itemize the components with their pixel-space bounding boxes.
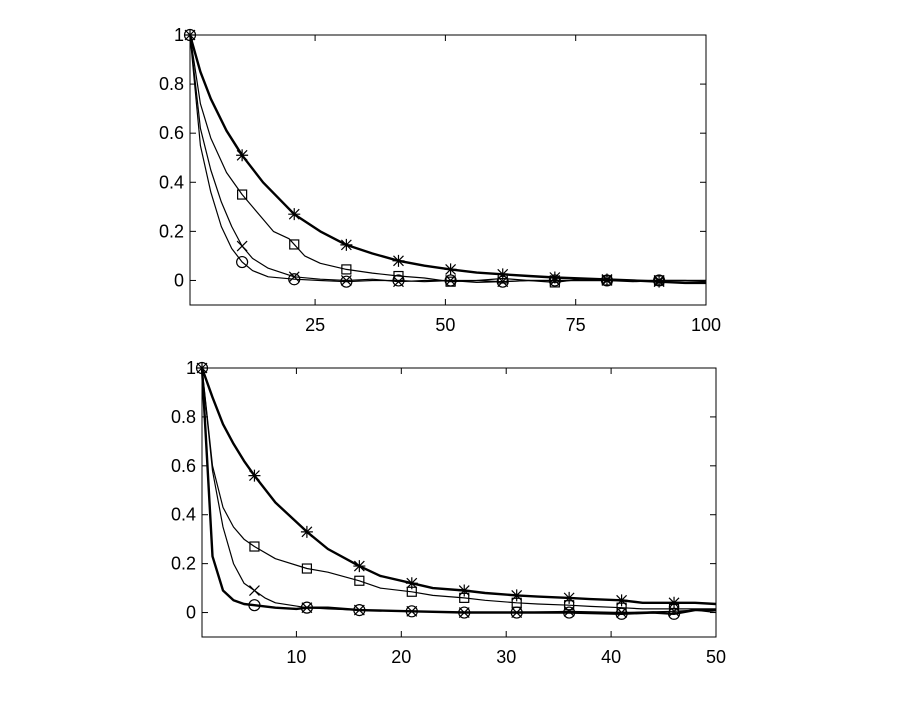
x-tick-label: 25 — [305, 315, 325, 335]
square-marker — [341, 264, 352, 275]
circle-marker — [392, 274, 405, 287]
square-marker — [301, 563, 312, 574]
series-x — [201, 367, 717, 618]
y-tick-label: 0 — [186, 603, 196, 623]
circle-marker — [510, 606, 523, 619]
circle-marker — [405, 605, 418, 618]
x-tick-label: 75 — [566, 315, 586, 335]
series-square — [201, 367, 716, 614]
star-marker — [458, 584, 471, 597]
square-marker — [406, 586, 417, 597]
y-tick-label: 0.6 — [159, 123, 184, 143]
series-line-square — [201, 367, 716, 610]
circle-marker — [496, 275, 509, 288]
series-line-circle — [200, 367, 716, 615]
star-marker — [353, 560, 366, 573]
star-marker — [600, 273, 613, 286]
y-tick-label: 1 — [186, 358, 196, 378]
y-tick-label: 0.8 — [159, 74, 184, 94]
series-x — [189, 34, 706, 288]
star-marker — [300, 525, 313, 538]
square-marker — [237, 189, 248, 200]
star-marker — [288, 208, 301, 221]
circle-marker — [600, 274, 614, 287]
star-marker — [510, 589, 523, 602]
star-marker — [248, 469, 261, 482]
x-marker — [236, 240, 248, 252]
y-tick-label: 0.2 — [159, 221, 184, 241]
x-tick-label: 50 — [435, 315, 455, 335]
circle-marker — [183, 28, 197, 42]
series-circle — [195, 361, 716, 620]
star-marker — [340, 238, 353, 251]
x-tick-label: 20 — [391, 647, 411, 667]
series-square — [189, 34, 707, 288]
circle-marker — [340, 275, 353, 288]
x-marker — [288, 271, 300, 283]
star-marker — [405, 577, 418, 590]
star-marker — [668, 596, 681, 609]
axes-frame — [189, 34, 707, 306]
series-star — [196, 362, 717, 609]
circle-marker — [288, 273, 301, 286]
star-marker — [236, 149, 249, 162]
circle-marker — [300, 601, 313, 614]
x-tick-label: 40 — [601, 647, 621, 667]
circle-marker — [236, 255, 249, 269]
circle-marker — [667, 607, 681, 620]
star-marker — [444, 263, 457, 276]
series-line-circle — [189, 34, 706, 283]
square-marker — [549, 277, 560, 288]
y-tick-label: 0.2 — [171, 554, 196, 574]
y-tick-label: 0.6 — [171, 456, 196, 476]
series-line-x — [201, 367, 717, 614]
x-marker — [249, 585, 260, 596]
circle-marker — [615, 607, 628, 620]
circle-marker — [248, 599, 261, 612]
y-tick-label: 0.4 — [159, 172, 184, 192]
square-marker — [564, 600, 575, 611]
series-line-square — [189, 34, 707, 283]
series-star — [184, 29, 706, 288]
y-tick-label: 0.8 — [171, 407, 196, 427]
circle-marker — [195, 361, 209, 375]
square-marker — [354, 575, 365, 586]
x-tick-label: 50 — [706, 647, 726, 667]
circle-marker — [444, 274, 457, 287]
x-tick-label: 100 — [691, 315, 721, 335]
star-marker — [563, 591, 576, 604]
square-marker — [249, 541, 260, 552]
square-marker — [459, 592, 470, 603]
y-tick-label: 0.4 — [171, 505, 196, 525]
y-tick-label: 0 — [174, 270, 184, 290]
series-line-star — [200, 367, 717, 606]
star-marker — [392, 254, 405, 267]
chart-panel-1: 0 0.2 0.4 0.6 0.8 1 25 50 75 100 — [159, 25, 721, 335]
circle-marker — [652, 274, 666, 287]
x-tick-label: 10 — [286, 647, 306, 667]
chart-panel-2: 0 0.2 0.4 0.6 0.8 1 10 20 30 40 50 — [171, 358, 726, 667]
square-marker — [289, 239, 300, 250]
circle-marker — [353, 603, 366, 617]
series-line-star — [188, 34, 706, 285]
circle-marker — [548, 274, 561, 287]
series-circle — [183, 28, 706, 288]
circle-marker — [458, 606, 471, 619]
star-marker — [615, 594, 628, 607]
circle-marker — [563, 606, 576, 619]
axes-frame — [201, 367, 717, 638]
y-tick-label: 1 — [174, 25, 184, 45]
x-tick-label: 30 — [496, 647, 516, 667]
series-line-x — [189, 34, 706, 283]
star-marker — [653, 275, 666, 288]
